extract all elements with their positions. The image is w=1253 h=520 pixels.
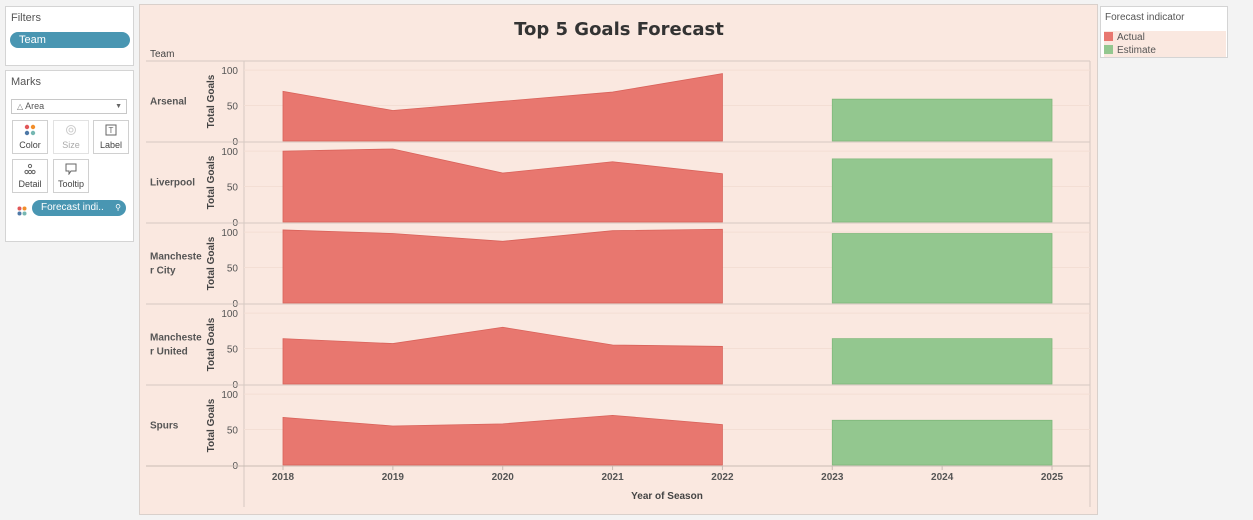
detail-button-label: Detail xyxy=(18,179,42,189)
label-button[interactable]: T Label xyxy=(93,120,129,154)
y-axis-title-spurs: Total Goals xyxy=(206,398,217,452)
y-axis-title-manchester-united: Total Goals xyxy=(206,317,217,371)
x-tick-2021: 2021 xyxy=(601,472,624,483)
mark-type-value: Area xyxy=(25,101,45,111)
y-tick-liverpool-100: 100 xyxy=(221,147,238,158)
tooltip-button[interactable]: Tooltip xyxy=(53,159,89,193)
x-axis-title: Year of Season xyxy=(631,491,703,502)
label-icon: T xyxy=(94,124,128,138)
y-tick-manchester-city-100: 100 xyxy=(221,228,238,239)
team-label-manchester-city-line2: r City xyxy=(150,266,176,277)
y-axis-title-arsenal: Total Goals xyxy=(206,74,217,128)
y-tick-manchester-united-100: 100 xyxy=(221,309,238,320)
chevron-down-icon: ▼ xyxy=(115,103,122,110)
x-tick-2024: 2024 xyxy=(931,472,954,483)
filters-panel: Filters Team xyxy=(5,6,134,66)
x-tick-2023: 2023 xyxy=(821,472,844,483)
detail-button[interactable]: Detail xyxy=(12,159,48,193)
area-actual-liverpool xyxy=(282,148,723,223)
y-tick-arsenal-50: 50 xyxy=(227,102,239,113)
legend-swatch-actual xyxy=(1104,32,1113,41)
y-tick-arsenal-100: 100 xyxy=(221,66,238,77)
chart-svg: Top 5 Goals Forecast Team Arsenal Total Goa… xyxy=(146,19,1091,507)
forecast-indicator-pill-label: Forecast indi.. xyxy=(41,202,104,213)
team-label-spurs: Spurs xyxy=(150,421,179,432)
chart-title: Top 5 Goals Forecast xyxy=(514,19,724,40)
area-actual-arsenal xyxy=(282,73,723,142)
color-dots-icon xyxy=(13,124,47,138)
team-label-arsenal: Arsenal xyxy=(150,97,187,108)
legend-swatch-estimate xyxy=(1104,45,1113,54)
y-tick-liverpool-50: 50 xyxy=(227,183,239,194)
label-button-label: Label xyxy=(99,140,123,150)
marks-panel: Marks △ Area ▼ Color Size T Label Detail… xyxy=(5,70,134,242)
tooltip-icon xyxy=(54,163,88,177)
forecast-indicator-pill[interactable]: Forecast indi.. ⚲ xyxy=(32,200,126,216)
chart-panel: Top 5 Goals Forecast Team Arsenal Total Goa… xyxy=(139,4,1098,515)
team-label-manchester-city-line1: Mancheste xyxy=(150,252,202,263)
size-icon xyxy=(54,124,88,138)
legend-label-actual: Actual xyxy=(1117,32,1145,43)
area-estimate-spurs xyxy=(831,419,1053,466)
area-estimate-manchester-united xyxy=(831,338,1053,385)
team-label-liverpool: Liverpool xyxy=(150,178,195,189)
search-icon: ⚲ xyxy=(115,203,121,212)
filters-title: Filters xyxy=(11,12,41,24)
color-button-label: Color xyxy=(19,140,41,150)
legend-item-estimate[interactable]: Estimate xyxy=(1104,44,1226,57)
row-header-label: Team xyxy=(150,49,174,60)
marks-title: Marks xyxy=(11,76,41,88)
detail-icon xyxy=(13,163,47,177)
team-filter-pill[interactable]: Team xyxy=(10,32,130,48)
legend-title: Forecast indicator xyxy=(1105,12,1185,23)
x-tick-2019: 2019 xyxy=(382,472,405,483)
color-dots-icon xyxy=(17,203,27,221)
area-actual-spurs xyxy=(282,414,723,466)
legend-label-estimate: Estimate xyxy=(1117,45,1156,56)
x-tick-2020: 2020 xyxy=(492,472,515,483)
x-tick-2025: 2025 xyxy=(1041,472,1064,483)
area-actual-manchester-united xyxy=(282,326,723,385)
area-estimate-arsenal xyxy=(831,98,1053,142)
team-label-manchester-united-line1: Mancheste xyxy=(150,333,202,344)
y-tick-manchester-united-50: 50 xyxy=(227,345,239,356)
x-tick-2018: 2018 xyxy=(272,472,295,483)
svg-text:T: T xyxy=(109,126,114,135)
color-button[interactable]: Color xyxy=(12,120,48,154)
y-tick-spurs-50: 50 xyxy=(227,426,239,437)
area-estimate-manchester-city xyxy=(831,233,1053,304)
x-tick-2022: 2022 xyxy=(711,472,734,483)
area-actual-manchester-city xyxy=(282,228,723,304)
size-button-label: Size xyxy=(62,140,80,150)
area-estimate-liverpool xyxy=(831,158,1053,223)
y-axis-title-manchester-city: Total Goals xyxy=(206,236,217,290)
legend-item-actual[interactable]: Actual xyxy=(1104,31,1226,44)
size-button: Size xyxy=(53,120,89,154)
legend-panel: Forecast indicator Actual Estimate xyxy=(1100,6,1228,58)
y-tick-manchester-city-50: 50 xyxy=(227,264,239,275)
y-axis-title-liverpool: Total Goals xyxy=(206,155,217,209)
y-tick-spurs-100: 100 xyxy=(221,390,238,401)
tooltip-button-label: Tooltip xyxy=(57,179,84,189)
area-chart-icon: △ xyxy=(17,102,24,111)
team-label-manchester-united-line2: r United xyxy=(150,347,188,358)
mark-type-dropdown[interactable]: △ Area ▼ xyxy=(11,99,127,114)
